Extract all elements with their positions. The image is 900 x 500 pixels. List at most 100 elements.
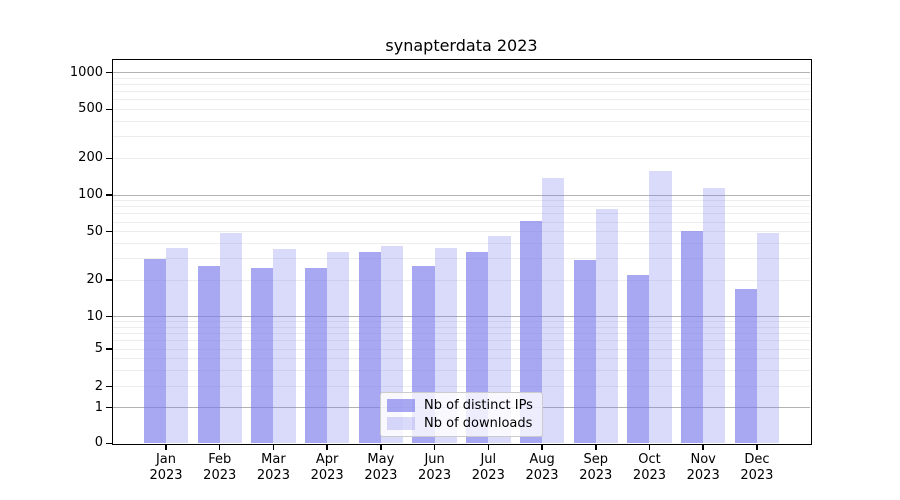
x-tick-label: Dec 2023 (740, 452, 774, 483)
y-tick-label: 0 (94, 435, 103, 451)
bar-distinct-ips-may (358, 252, 381, 444)
gridline-minor (113, 242, 810, 244)
bar-downloads-aug (542, 178, 565, 444)
bar-downloads-oct (649, 170, 672, 444)
chart-title: synapterdata 2023 (385, 36, 538, 55)
bar-downloads-apr (327, 252, 350, 444)
x-tick-label: Mar 2023 (256, 452, 290, 483)
y-tick-label: 100 (78, 187, 103, 202)
x-tick-label: Jul 2023 (471, 452, 505, 483)
bar-downloads-feb (219, 232, 242, 444)
legend-item-distinct-ips: Nb of distinct IPs (387, 398, 536, 413)
x-tick-label: Nov 2023 (686, 452, 720, 483)
bar-distinct-ips-aug (519, 221, 543, 444)
bar-distinct-ips-mar (251, 268, 274, 444)
y-tick-label: 2 (94, 378, 103, 394)
y-tick-mark (106, 406, 112, 409)
x-tick-mark (326, 444, 328, 450)
x-tick-mark (595, 444, 597, 450)
y-tick-label: 10 (86, 308, 103, 324)
gridline-minor (113, 91, 810, 93)
y-tick-label: 20 (86, 272, 103, 287)
y-tick-mark (106, 157, 112, 160)
y-tick-label: 200 (78, 150, 103, 166)
x-tick-mark (648, 444, 651, 450)
y-tick-mark (106, 194, 112, 196)
legend: Nb of distinct IPs Nb of downloads (380, 391, 543, 437)
gridline-minor (113, 321, 810, 323)
x-tick-label: Sep 2023 (579, 452, 613, 483)
gridline-minor (113, 258, 810, 260)
y-tick-mark (106, 230, 112, 233)
y-tick-label: 500 (78, 101, 103, 117)
gridline-minor (113, 200, 810, 202)
gridline-minor (113, 386, 810, 388)
gridline-minor (113, 108, 810, 110)
x-tick-mark (487, 444, 490, 450)
bar-downloads-dec (756, 232, 780, 444)
y-tick-mark (106, 385, 112, 388)
gridline-minor (113, 136, 810, 138)
gridline-major (113, 194, 810, 196)
bar-downloads-mar (273, 249, 296, 444)
bar-downloads-nov (703, 187, 726, 444)
x-tick-mark (433, 444, 436, 450)
bar-distinct-ips-dec (734, 288, 757, 444)
y-tick-label: 1 (94, 399, 103, 415)
gridline-minor (113, 369, 810, 371)
y-tick-mark (106, 348, 112, 350)
bar-distinct-ips-apr (304, 268, 328, 444)
bar-distinct-ips-nov (681, 230, 704, 444)
x-tick-label: May 2023 (364, 452, 398, 483)
y-tick-label: 50 (86, 223, 103, 239)
x-tick-mark (380, 444, 382, 450)
bar-downloads-sep (595, 208, 618, 444)
bar-distinct-ips-jan (143, 258, 166, 444)
gridline-minor (113, 77, 810, 79)
gridline-minor (113, 231, 810, 233)
gridline-minor (113, 326, 810, 328)
y-tick-mark (106, 279, 112, 281)
y-tick-mark (106, 108, 112, 111)
gridline-minor (113, 213, 810, 215)
legend-label-distinct-ips: Nb of distinct IPs (424, 397, 533, 413)
bar-distinct-ips-feb (197, 266, 220, 444)
gridline-minor (113, 120, 810, 122)
x-tick-label: Jan 2023 (149, 452, 183, 483)
bar-distinct-ips-sep (573, 260, 596, 444)
gridline-minor (113, 348, 810, 350)
legend-label-downloads: Nb of downloads (424, 415, 533, 431)
x-tick-mark (541, 444, 543, 450)
x-tick-label: Apr 2023 (310, 452, 344, 483)
x-tick-label: Jun 2023 (418, 452, 452, 483)
x-tick-label: Aug 2023 (525, 452, 559, 483)
legend-swatch-distinct-ips (387, 398, 415, 412)
legend-swatch-downloads (387, 416, 415, 430)
x-tick-mark (272, 444, 275, 450)
x-tick-mark (165, 444, 167, 450)
gridline-minor (113, 83, 810, 85)
x-tick-mark (702, 444, 704, 450)
y-tick-mark (106, 442, 112, 445)
gridline-minor (113, 206, 810, 208)
bar-distinct-ips-oct (627, 274, 650, 444)
gridline-major (113, 316, 810, 318)
x-tick-mark (218, 444, 221, 450)
gridline-minor (113, 279, 810, 281)
y-tick-mark (106, 315, 112, 318)
x-tick-label: Feb 2023 (203, 452, 237, 483)
gridline-minor (113, 157, 810, 159)
y-tick-label: 1000 (69, 64, 103, 80)
y-tick-mark (106, 71, 112, 74)
gridline-minor (113, 357, 810, 359)
gridline-minor (113, 99, 810, 101)
x-tick-mark (756, 444, 758, 450)
legend-item-downloads: Nb of downloads (387, 416, 536, 431)
x-tick-label: Oct 2023 (632, 452, 667, 483)
gridline-minor (113, 221, 810, 223)
y-tick-label: 5 (94, 341, 103, 356)
bar-downloads-jul (488, 236, 511, 444)
bar-downloads-jan (166, 247, 189, 444)
gridline-minor (113, 340, 810, 341)
